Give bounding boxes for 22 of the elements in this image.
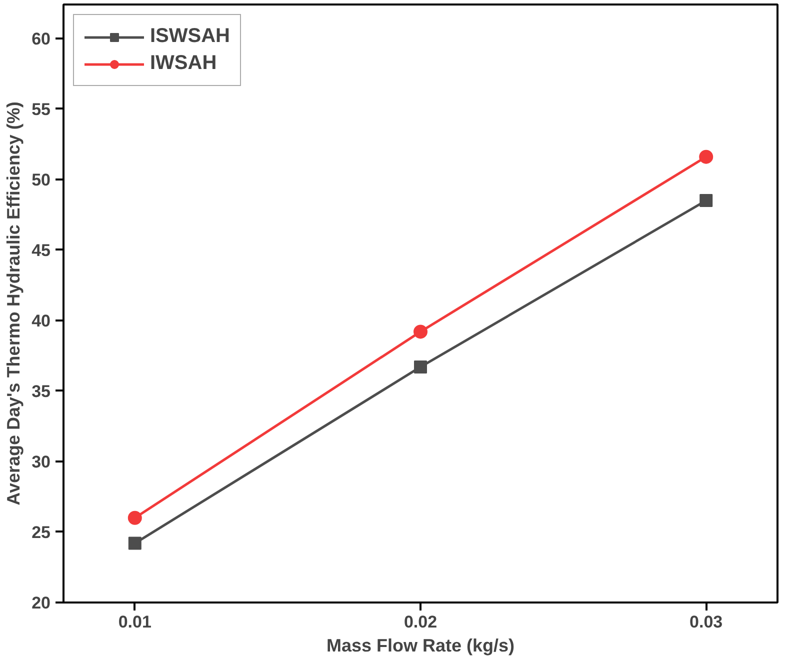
legend-label: IWSAH (150, 52, 217, 75)
y-tick-label: 25 (32, 522, 51, 542)
point (128, 536, 142, 550)
point (414, 360, 427, 374)
y-tick-label: 40 (32, 311, 51, 330)
y-tick-label: 55 (32, 100, 51, 119)
point (414, 324, 428, 339)
x-axis-title: Mass Flow Rate (kg/s) (326, 636, 515, 656)
point (128, 510, 142, 525)
y-tick-label: 20 (32, 594, 51, 612)
point (699, 150, 714, 164)
x-tick-label: 0.01 (118, 612, 152, 632)
y-tick-label: 35 (32, 382, 51, 401)
x-tick-label: 0.02 (404, 612, 438, 632)
y-axis-title: Average Day's Thermo Hydraulic Efficiency (%) (4, 102, 24, 506)
y-tick-label: 60 (32, 29, 51, 48)
y-tick-label: 45 (32, 240, 51, 260)
legend-label: ISWSAH (150, 25, 230, 48)
y-tick-label: 50 (32, 170, 51, 190)
y-tick-label: 30 (32, 452, 51, 472)
point (700, 194, 713, 208)
x-tick-label: 0.03 (690, 612, 723, 632)
